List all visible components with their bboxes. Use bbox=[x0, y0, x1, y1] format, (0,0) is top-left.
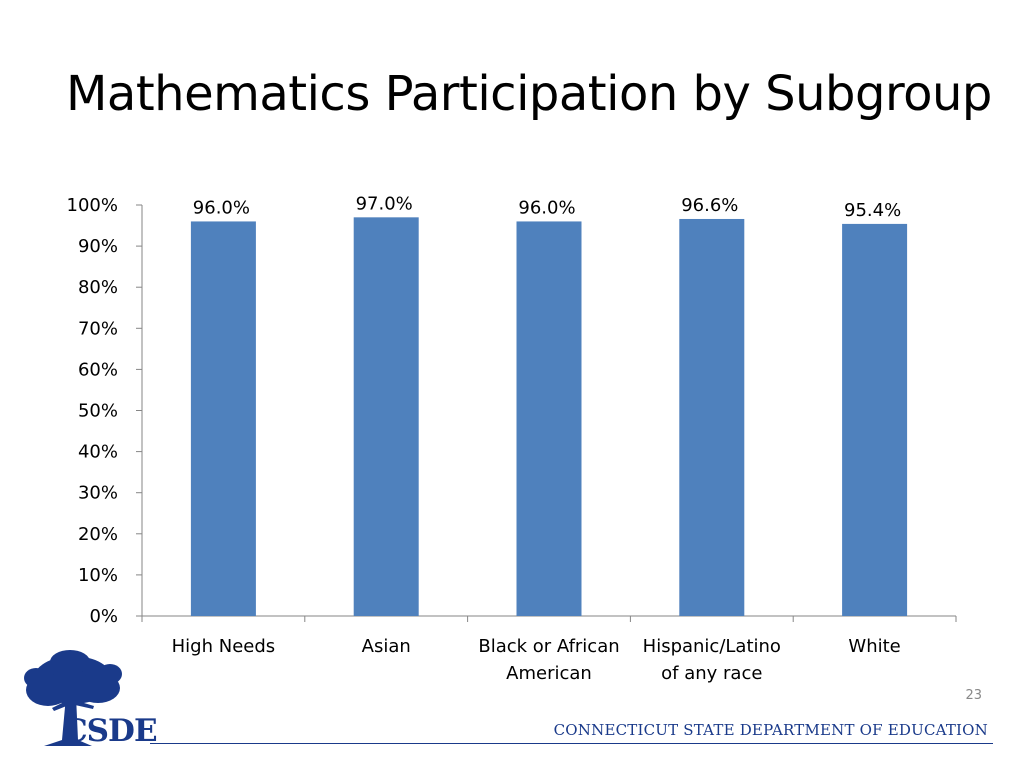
x-category-label: High Needs bbox=[172, 636, 276, 657]
x-category-label: American bbox=[506, 663, 592, 684]
bar-data-label: 96.0% bbox=[193, 197, 250, 218]
bar-data-label: 97.0% bbox=[356, 193, 413, 214]
y-tick-label: 0% bbox=[89, 606, 118, 627]
tree-icon bbox=[24, 650, 122, 746]
y-tick-label: 20% bbox=[78, 524, 118, 545]
x-category-label: Asian bbox=[362, 636, 411, 657]
y-tick-label: 60% bbox=[78, 359, 118, 380]
bar-data-label: 96.6% bbox=[681, 195, 738, 216]
x-category-label: White bbox=[848, 636, 900, 657]
bar bbox=[842, 223, 908, 616]
chart-bars bbox=[190, 217, 908, 616]
x-category-label: Hispanic/Latino bbox=[643, 636, 781, 657]
y-tick-label: 30% bbox=[78, 483, 118, 504]
bar-data-label: 96.0% bbox=[518, 197, 575, 218]
bar bbox=[516, 221, 582, 616]
bar-data-label: 95.4% bbox=[844, 200, 901, 221]
bar bbox=[353, 217, 419, 616]
x-category-label: Black or African bbox=[478, 636, 619, 657]
slide-title: Mathematics Participation by Subgroup bbox=[66, 66, 992, 122]
x-category-label: of any race bbox=[661, 663, 762, 684]
bar bbox=[679, 218, 745, 616]
logo-text: CSDE bbox=[63, 713, 158, 749]
page-number: 23 bbox=[965, 688, 982, 703]
y-tick-label: 10% bbox=[78, 565, 118, 586]
y-tick-label: 50% bbox=[78, 401, 118, 422]
y-tick-label: 80% bbox=[78, 277, 118, 298]
y-tick-label: 70% bbox=[78, 318, 118, 339]
footer-text: CONNECTICUT STATE DEPARTMENT OF EDUCATIO… bbox=[553, 721, 988, 739]
bar bbox=[190, 221, 256, 616]
y-tick-label: 40% bbox=[78, 442, 118, 463]
y-tick-label: 100% bbox=[67, 195, 118, 216]
footer-rule bbox=[150, 743, 993, 744]
y-tick-label: 90% bbox=[78, 236, 118, 257]
chart-labels: 0% 10% 20% 30% 40% 50% 60% 70% 80% 90% 100% 96.0% Hi… bbox=[67, 193, 902, 684]
